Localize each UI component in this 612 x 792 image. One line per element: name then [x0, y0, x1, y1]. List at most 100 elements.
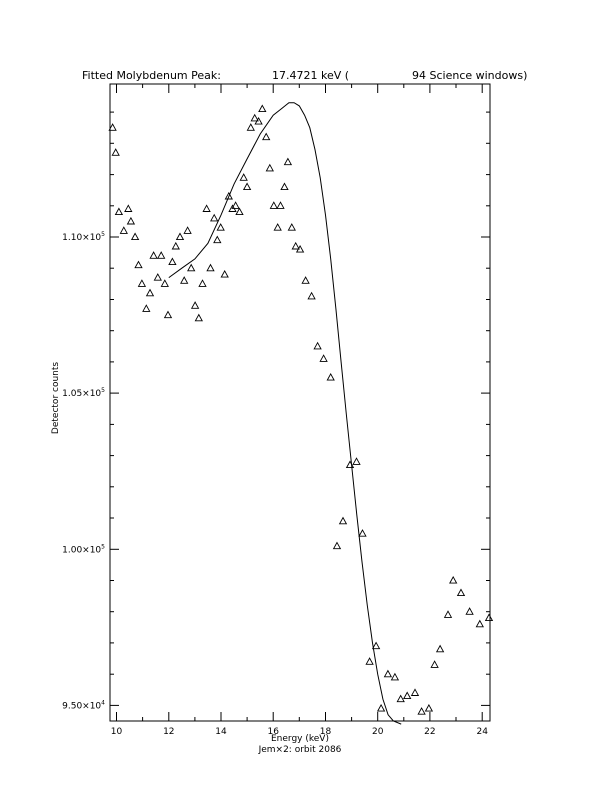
data-point: [280, 182, 289, 191]
data-point: [163, 310, 173, 319]
data-point: [206, 263, 215, 272]
data-point: [283, 157, 293, 166]
data-point: [371, 641, 381, 650]
data-point: [137, 279, 147, 287]
data-point: [262, 132, 271, 141]
chart-subtitle: Jem×2: orbit 2086: [258, 745, 342, 755]
data-point: [124, 204, 133, 212]
data-point: [114, 207, 124, 216]
data-point: [149, 251, 158, 259]
data-point: [273, 223, 282, 231]
plot-frame: [109, 83, 491, 722]
data-point: [475, 619, 484, 628]
x-tick-label: 14: [215, 727, 227, 737]
chart-title-energy: 17.4721 keV (: [272, 69, 349, 82]
data-point: [456, 588, 466, 597]
data-point: [430, 660, 439, 668]
x-tick-label: 10: [111, 727, 123, 737]
data-point: [358, 529, 367, 537]
fit-curve: [168, 102, 402, 725]
data-point: [160, 279, 169, 287]
x-tick-label: 22: [424, 727, 435, 737]
data-point: [202, 204, 211, 212]
data-point: [111, 148, 120, 156]
data-point: [265, 163, 274, 172]
data-point: [224, 191, 233, 200]
data-point: [449, 575, 458, 584]
data-point: [403, 691, 412, 700]
x-axis-label: Energy (keV): [271, 734, 329, 744]
data-point: [210, 213, 219, 222]
data-point: [332, 541, 342, 550]
data-point: [198, 279, 207, 287]
data-point: [180, 276, 189, 284]
chart-title-prefix: Fitted Molybdenum Peak:: [82, 69, 221, 82]
data-point: [365, 657, 374, 665]
data-point: [108, 123, 117, 131]
chart-title-windows: 94 Science windows): [412, 69, 527, 82]
data-point: [287, 223, 296, 231]
data-point: [313, 341, 322, 350]
data-point: [484, 613, 494, 622]
fit-curve-layer: [168, 102, 402, 725]
data-point: [424, 703, 434, 712]
data-point: [338, 516, 348, 525]
x-tick-label: 16: [267, 727, 279, 737]
data-point: [443, 610, 453, 618]
data-point: [171, 241, 180, 250]
data-point: [130, 232, 140, 241]
y-tick-label: 1.05×105: [62, 387, 105, 399]
data-point: [213, 235, 222, 244]
x-axis-ticks: 10 12 14 16 18 20 22 24: [111, 84, 488, 737]
data-point: [410, 688, 420, 696]
y-axis-label: Detector counts: [51, 362, 61, 434]
data-point: [134, 260, 143, 269]
y-tick-label: 9.50×104: [62, 699, 105, 711]
data-point: [307, 291, 316, 300]
data-point: [126, 216, 136, 225]
data-point: [465, 607, 474, 615]
data-point: [326, 372, 335, 381]
y-tick-label: 1.10×105: [62, 231, 105, 243]
data-point: [319, 354, 328, 362]
data-point: [183, 226, 192, 234]
data-point: [295, 244, 305, 253]
data-point: [254, 116, 263, 125]
data-point: [390, 672, 400, 681]
data-point: [142, 304, 151, 312]
data-point: [246, 123, 255, 131]
data-point: [276, 201, 285, 209]
x-tick-label: 24: [476, 727, 488, 737]
y-tick-label: 1.00×105: [62, 543, 105, 555]
data-point: [153, 273, 162, 281]
data-point: [396, 694, 405, 703]
data-point: [216, 223, 225, 231]
data-point: [345, 460, 355, 469]
data-point: [417, 707, 426, 715]
data-point: [231, 201, 240, 209]
data-point: [235, 207, 244, 216]
data-point: [119, 226, 128, 234]
data-point: [239, 173, 248, 181]
data-point: [145, 288, 155, 297]
y-axis-ticks: 9.50×104 1.00×105 1.05×105 1.10×105: [62, 111, 490, 711]
data-point: [175, 232, 185, 241]
data-point: [376, 703, 386, 712]
data-point: [435, 644, 445, 653]
data-point: [187, 263, 196, 272]
data-point: [194, 313, 203, 322]
data-points-layer: [108, 104, 494, 715]
x-tick-label: 18: [320, 727, 332, 737]
data-point: [258, 104, 267, 113]
x-tick-label: 12: [163, 727, 174, 737]
data-point: [352, 457, 361, 465]
data-point: [250, 113, 259, 122]
data-point: [242, 182, 252, 191]
data-point: [190, 301, 200, 309]
data-point: [168, 257, 177, 266]
x-tick-label: 20: [372, 727, 384, 737]
data-point: [291, 241, 300, 250]
data-point: [383, 669, 393, 678]
data-point: [157, 251, 166, 259]
